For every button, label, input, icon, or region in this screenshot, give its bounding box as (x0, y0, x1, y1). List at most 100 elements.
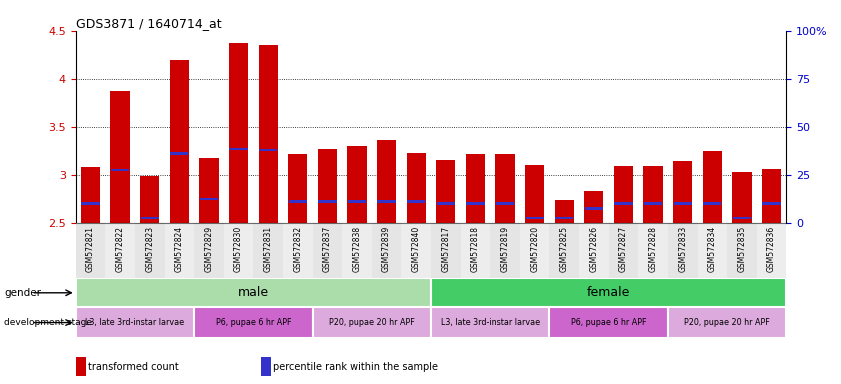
Text: GSM572819: GSM572819 (500, 225, 510, 271)
Bar (431, 307, 549, 338)
Bar (230, 147, 248, 150)
Bar (253, 223, 283, 278)
Bar (763, 202, 780, 205)
Bar (140, 217, 159, 219)
Bar (378, 200, 396, 203)
Text: GSM572826: GSM572826 (590, 225, 598, 271)
Text: GSM572824: GSM572824 (175, 225, 184, 271)
Bar (584, 191, 604, 223)
Bar (288, 200, 307, 203)
Text: gender: gender (4, 288, 41, 298)
Bar (697, 223, 727, 278)
Bar (584, 207, 603, 210)
Bar (347, 146, 367, 223)
Text: GSM572831: GSM572831 (264, 225, 272, 271)
Bar (224, 223, 253, 278)
Bar (496, 202, 514, 205)
Bar (200, 197, 218, 200)
Bar (436, 202, 455, 205)
Bar (549, 223, 579, 278)
Bar (372, 223, 401, 278)
Bar (82, 202, 99, 205)
Bar (609, 223, 638, 278)
Bar (229, 43, 248, 223)
Bar (194, 223, 224, 278)
Text: GSM572827: GSM572827 (619, 225, 628, 271)
Bar (733, 172, 752, 223)
Text: GSM572818: GSM572818 (471, 225, 480, 271)
Bar (520, 223, 549, 278)
Text: GSM572825: GSM572825 (560, 225, 569, 271)
Text: GSM572829: GSM572829 (204, 225, 214, 271)
Bar (194, 307, 313, 338)
Bar (466, 154, 485, 223)
Bar (283, 223, 313, 278)
Text: L3, late 3rd-instar larvae: L3, late 3rd-instar larvae (85, 318, 184, 327)
Bar (526, 217, 544, 219)
Bar (377, 140, 396, 223)
Bar (644, 202, 662, 205)
Text: transformed count: transformed count (88, 362, 179, 372)
Text: GDS3871 / 1640714_at: GDS3871 / 1640714_at (76, 17, 221, 30)
Bar (643, 166, 663, 223)
Bar (140, 176, 159, 223)
Bar (258, 45, 278, 223)
Text: male: male (238, 286, 269, 299)
Bar (638, 223, 668, 278)
Text: development stage: development stage (4, 318, 93, 327)
Bar (318, 149, 337, 223)
Text: GSM572821: GSM572821 (86, 225, 95, 271)
Bar (110, 91, 130, 223)
Bar (703, 202, 722, 205)
Text: GSM572830: GSM572830 (234, 225, 243, 272)
Bar (76, 307, 194, 338)
Bar (259, 149, 278, 151)
Text: GSM572832: GSM572832 (294, 225, 302, 271)
Text: GSM572840: GSM572840 (412, 225, 420, 272)
Bar (135, 223, 165, 278)
Bar (342, 223, 372, 278)
Bar (436, 161, 456, 223)
Bar (674, 202, 692, 205)
Bar (614, 202, 632, 205)
Bar (111, 169, 130, 171)
Text: GSM572838: GSM572838 (352, 225, 362, 271)
Text: GSM572820: GSM572820 (530, 225, 539, 271)
Text: GSM572839: GSM572839 (382, 225, 391, 272)
Bar (318, 200, 336, 203)
Bar (170, 60, 189, 223)
Bar (579, 223, 609, 278)
Bar (313, 307, 431, 338)
Bar (703, 151, 722, 223)
Bar (81, 167, 100, 223)
Bar (165, 223, 194, 278)
Bar (461, 223, 490, 278)
Bar (554, 200, 574, 223)
Bar (673, 161, 692, 223)
Bar (490, 223, 520, 278)
Bar (76, 223, 105, 278)
Text: P20, pupae 20 hr APF: P20, pupae 20 hr APF (685, 318, 770, 327)
Bar (348, 200, 366, 203)
Text: GSM572828: GSM572828 (648, 225, 658, 271)
Bar (668, 307, 786, 338)
Bar (76, 278, 431, 307)
Bar (431, 278, 786, 307)
Text: GSM572836: GSM572836 (767, 225, 776, 272)
Bar (407, 200, 426, 203)
Bar (431, 223, 461, 278)
Bar (288, 154, 308, 223)
Text: GSM572823: GSM572823 (145, 225, 154, 271)
Bar (555, 217, 574, 219)
Text: GSM572837: GSM572837 (323, 225, 332, 272)
Bar (199, 159, 219, 223)
Bar (105, 223, 135, 278)
Bar (525, 165, 544, 223)
Text: GSM572817: GSM572817 (442, 225, 450, 271)
Bar (401, 223, 431, 278)
Text: L3, late 3rd-instar larvae: L3, late 3rd-instar larvae (441, 318, 540, 327)
Bar (466, 202, 484, 205)
Text: GSM572822: GSM572822 (115, 225, 124, 271)
Bar (313, 223, 342, 278)
Text: GSM572835: GSM572835 (738, 225, 747, 272)
